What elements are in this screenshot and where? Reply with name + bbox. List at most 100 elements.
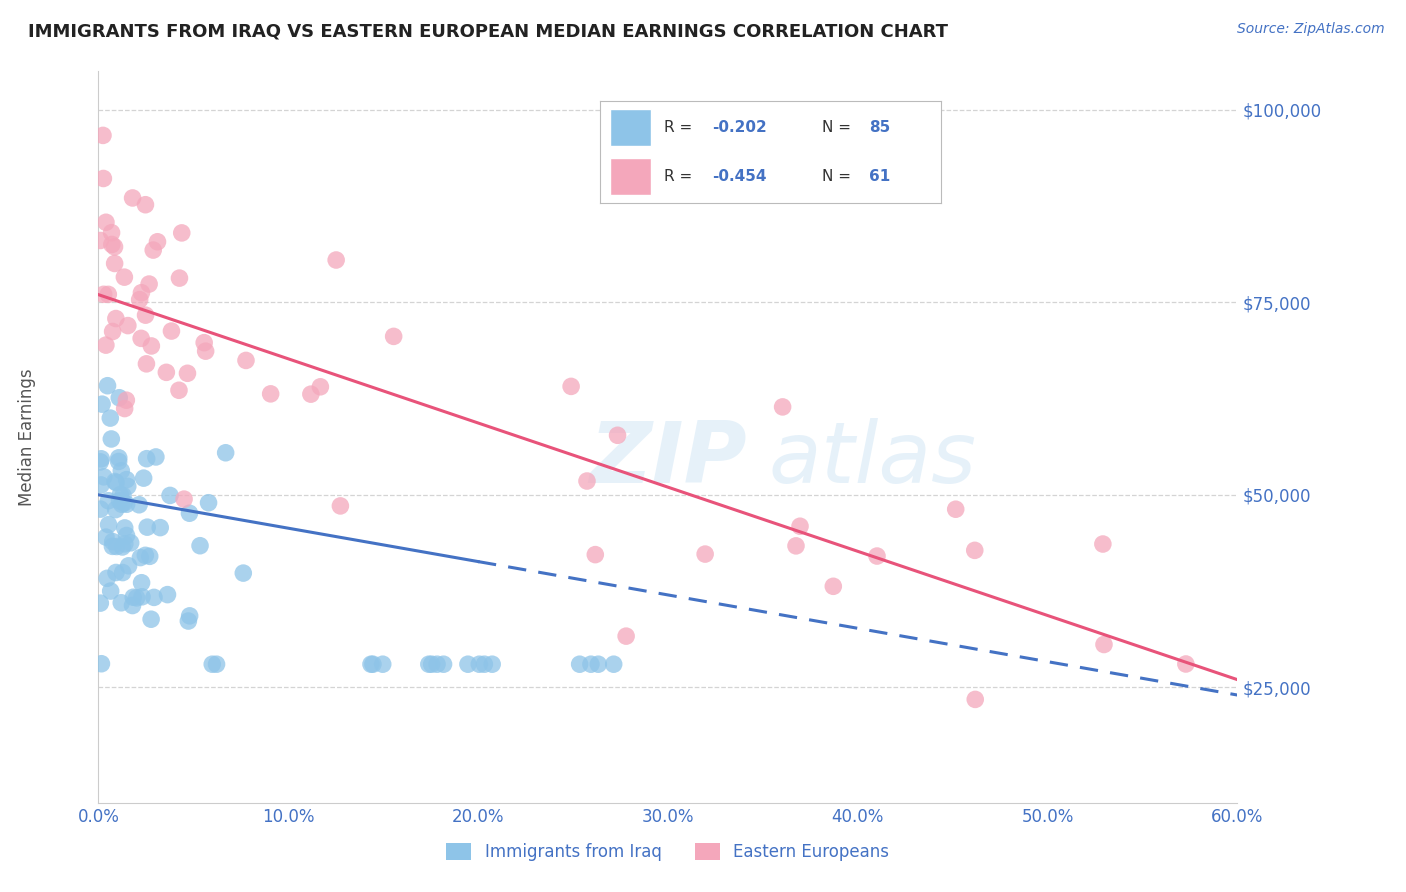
Point: [232, 566, 254, 580]
Point: [131, 285, 153, 300]
Point: [146, 235, 169, 249]
Point: [105, 475, 128, 490]
Point: [105, 540, 128, 554]
Point: [89, 455, 111, 469]
Point: [205, 657, 228, 672]
Point: [614, 629, 637, 643]
Point: [188, 539, 211, 553]
Point: [201, 657, 224, 672]
Point: [131, 575, 153, 590]
Point: [125, 591, 148, 605]
Point: [112, 489, 135, 503]
Point: [93, 171, 115, 186]
Text: ZIP: ZIP: [589, 417, 747, 500]
Point: [93, 287, 115, 301]
Point: [823, 579, 845, 593]
Point: [789, 519, 811, 533]
Point: [136, 520, 159, 534]
Point: [568, 657, 591, 672]
Point: [100, 584, 122, 599]
Point: [159, 488, 181, 502]
Text: atlas: atlas: [769, 417, 977, 500]
Point: [91, 128, 114, 143]
Point: [96, 378, 118, 392]
Point: [583, 548, 606, 562]
Point: [117, 558, 139, 573]
Point: [695, 547, 717, 561]
Point: [1092, 638, 1115, 652]
Point: [193, 335, 215, 350]
Point: [114, 401, 136, 416]
Point: [361, 657, 384, 672]
Point: [100, 226, 122, 240]
Point: [104, 566, 127, 580]
Point: [89, 596, 111, 610]
Point: [382, 329, 405, 343]
Point: [128, 498, 150, 512]
Point: [606, 428, 628, 442]
Point: [325, 252, 347, 267]
Point: [426, 657, 449, 672]
Point: [101, 534, 124, 549]
Point: [149, 520, 172, 534]
Point: [104, 475, 127, 489]
Point: [299, 387, 322, 401]
Point: [115, 497, 138, 511]
Point: [176, 366, 198, 380]
Point: [107, 450, 129, 465]
Point: [128, 293, 150, 307]
Point: [101, 540, 124, 554]
Point: [309, 380, 332, 394]
Point: [122, 591, 145, 605]
Point: [169, 271, 191, 285]
Point: [100, 432, 122, 446]
Point: [103, 240, 125, 254]
Point: [104, 256, 127, 270]
Point: [111, 540, 134, 554]
Point: [579, 657, 602, 672]
Point: [197, 496, 219, 510]
Point: [167, 384, 190, 398]
Point: [117, 479, 139, 493]
Point: [214, 446, 236, 460]
Point: [945, 502, 967, 516]
Point: [235, 353, 257, 368]
Point: [260, 387, 283, 401]
Point: [772, 400, 794, 414]
Point: [104, 311, 127, 326]
Point: [104, 502, 127, 516]
Point: [468, 657, 491, 672]
Point: [194, 344, 217, 359]
Point: [139, 612, 162, 626]
Point: [101, 325, 124, 339]
Point: [110, 464, 132, 478]
Point: [173, 492, 195, 507]
Point: [112, 496, 135, 510]
Text: Source: ZipAtlas.com: Source: ZipAtlas.com: [1237, 22, 1385, 37]
Point: [107, 454, 129, 468]
Point: [97, 287, 120, 301]
Point: [108, 493, 131, 508]
Point: [481, 657, 503, 672]
Point: [420, 657, 443, 672]
Point: [90, 657, 112, 671]
Point: [866, 549, 889, 563]
Point: [474, 657, 496, 672]
Point: [160, 324, 183, 338]
Point: [111, 497, 134, 511]
Point: [177, 614, 200, 628]
Point: [91, 397, 114, 411]
Point: [575, 474, 598, 488]
Point: [89, 234, 111, 248]
Point: [132, 471, 155, 485]
Point: [114, 537, 136, 551]
Point: [145, 450, 167, 464]
Point: [170, 226, 193, 240]
Point: [329, 499, 352, 513]
Point: [560, 379, 582, 393]
Point: [93, 470, 115, 484]
Point: [179, 506, 201, 520]
Point: [110, 596, 132, 610]
Point: [142, 243, 165, 257]
Point: [110, 487, 132, 501]
